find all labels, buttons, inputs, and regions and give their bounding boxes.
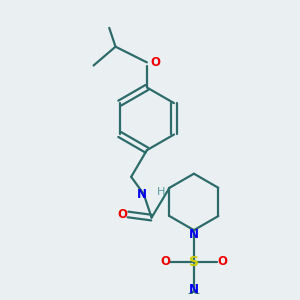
Text: N: N — [189, 283, 199, 296]
Text: N: N — [189, 228, 199, 242]
Text: O: O — [218, 255, 227, 268]
Text: O: O — [160, 255, 170, 268]
Text: H: H — [157, 187, 165, 196]
Text: S: S — [189, 254, 199, 268]
Text: O: O — [151, 56, 160, 69]
Text: N: N — [137, 188, 147, 201]
Text: O: O — [117, 208, 128, 221]
